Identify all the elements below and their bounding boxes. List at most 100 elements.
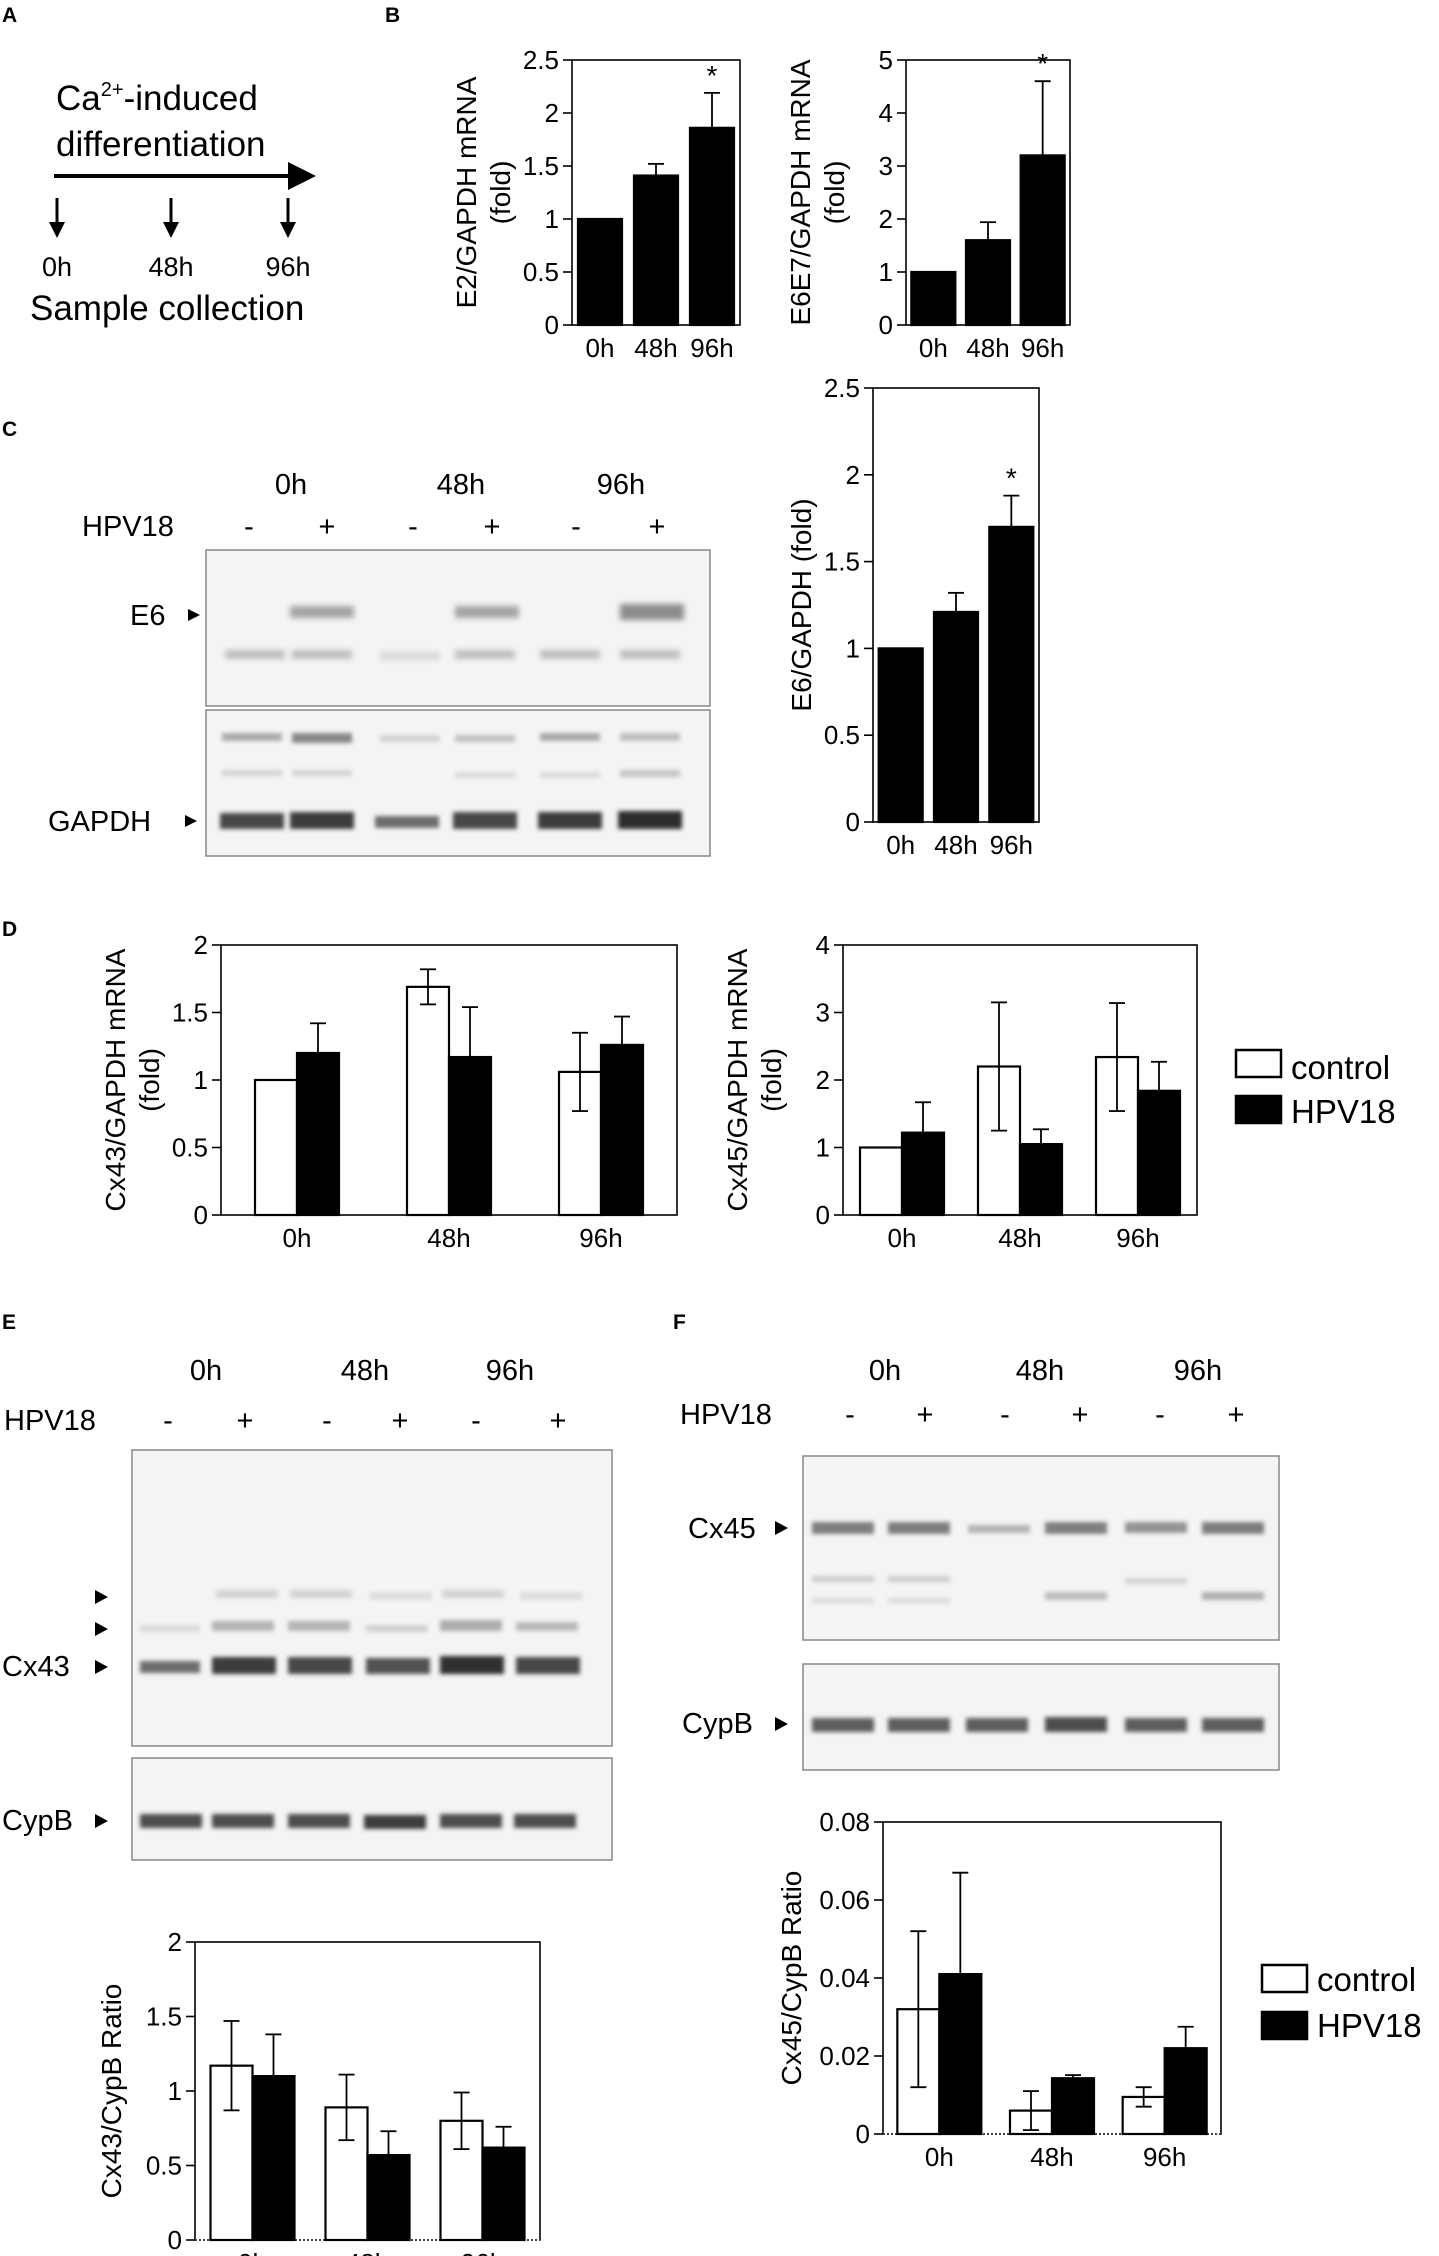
e6-bands [225, 604, 684, 660]
y-tick-label: 0.08 [819, 1807, 870, 1837]
blot-sign: - [1000, 1399, 1010, 1431]
blot-time-label: 0h [275, 469, 307, 501]
blot-time-label: 0h [869, 1355, 901, 1387]
band-arrow-icon [95, 1814, 108, 1828]
x-tick-label: 0h [888, 1223, 917, 1253]
band-label-cypb: CypB [682, 1708, 753, 1740]
band-label-cypb: CypB [2, 1805, 73, 1837]
blot-sign: + [550, 1405, 567, 1437]
schematic-title-line2: differentiation [56, 125, 266, 164]
band-arrow-icon [775, 1521, 788, 1535]
y-tick-label: 2 [879, 204, 893, 234]
y-tick-label: 3 [879, 151, 893, 181]
blot-sign: - [845, 1399, 855, 1431]
x-tick-label: 48h [427, 1223, 470, 1253]
blot-time-label: 96h [597, 469, 645, 501]
chart-cx43-mrna: 0 0.5 1 1.5 2 Cx43/GAPDH mRNA (fold) 0h 48h 96h [100, 930, 678, 1253]
y-tick-label: 0 [879, 310, 893, 340]
y-tick-label: 1 [846, 633, 860, 663]
x-tick-label: 0h [925, 2142, 954, 2172]
blot-sign: + [319, 511, 336, 543]
y-tick-label: 1 [816, 1133, 830, 1163]
x-tick-label: 0h [283, 1223, 312, 1253]
band-label-cx45: Cx45 [688, 1513, 756, 1545]
y-tick-label: 1 [879, 257, 893, 287]
y-tick-label: 4 [816, 930, 830, 960]
blot-time-label: 48h [341, 1355, 389, 1387]
blot-membrane-gapdh [205, 709, 711, 857]
bar [1050, 2077, 1096, 2136]
blot-sign: + [1228, 1399, 1245, 1431]
y-tick-label: 0.02 [819, 2041, 870, 2071]
x-tick-label: 48h [966, 333, 1009, 363]
y-axis-label: E2/GAPDH mRNA [451, 76, 482, 308]
blot-sign: - [571, 511, 581, 543]
x-tick-label: 96h [1021, 333, 1064, 363]
blot-membrane-cypb [131, 1757, 613, 1861]
x-tick-label: 0h [586, 333, 615, 363]
band-arrow-icon [95, 1622, 108, 1636]
band-arrow-icon [185, 815, 197, 827]
down-arrow-icon [163, 222, 179, 238]
chart-e2-mrna: 0 0.5 1 1.5 2 2.5 E2/GAPDH mRNA (fold) 0h 48h * 96h [451, 45, 741, 363]
y-axis-label: Cx43/CypB Ratio [96, 1984, 127, 2199]
cypb-bands [140, 1814, 576, 1829]
panel-letter-e: E [2, 1311, 16, 1334]
down-arrow-icon [49, 222, 65, 238]
blot-f: 0h 48h 96h HPV18 - + - + - + Cx45 [680, 1355, 1280, 1771]
bar [253, 1078, 299, 1217]
legend-label: control [1291, 1049, 1390, 1086]
cx45-bands [812, 1522, 1264, 1603]
schematic-title-line1: Ca2+-induced [56, 79, 258, 118]
x-tick-label: 96h [1116, 1223, 1159, 1253]
blot-hpv18-label: HPV18 [82, 511, 174, 543]
y-tick-label: 0 [194, 1200, 208, 1230]
x-tick-label: 48h [998, 1223, 1041, 1253]
blot-hpv18-label: HPV18 [680, 1399, 772, 1431]
y-tick-label: 1 [545, 204, 559, 234]
y-tick-label: 0 [856, 2119, 870, 2149]
y-tick-label: 1 [168, 2076, 182, 2106]
blot-sign: - [471, 1405, 481, 1437]
y-tick-label: 5 [879, 45, 893, 75]
x-tick-label: 96h [1143, 2142, 1186, 2172]
panel-letter-a: A [2, 4, 17, 27]
band-arrow-icon [95, 1660, 108, 1674]
significance-marker: * [1006, 463, 1017, 494]
y-tick-label: 0.5 [172, 1133, 208, 1163]
bar [481, 2146, 526, 2242]
y-tick-label: 0 [846, 807, 860, 837]
blot-sign: + [392, 1405, 409, 1437]
bar [858, 1146, 904, 1217]
blot-time-label: 96h [1174, 1355, 1222, 1387]
significance-marker: * [707, 60, 718, 91]
y-axis-label: E6/GAPDH (fold) [786, 498, 817, 711]
y-axis-label: Cx45/GAPDH mRNA [722, 948, 753, 1211]
band-arrow-icon [95, 1590, 108, 1604]
chart-cx45-cypb-ratio: 0 0.02 0.04 0.06 0.08 Cx45/CypB Ratio 0h 48h 96h [776, 1807, 1222, 2172]
y-axis-label: (fold) [485, 161, 516, 225]
down-arrow-icon [280, 222, 296, 238]
timepoint-label: 0h [42, 252, 72, 282]
y-tick-label: 0.5 [146, 2151, 182, 2181]
blot-sign: - [163, 1405, 173, 1437]
x-tick-label: 96h [990, 830, 1033, 860]
blot-time-label: 0h [190, 1355, 222, 1387]
blot-sign: - [322, 1405, 332, 1437]
blot-sign: - [244, 511, 254, 543]
band-arrow-icon [188, 609, 200, 621]
y-tick-label: 1 [194, 1065, 208, 1095]
panel-a-schematic: Ca2+-induced differentiation 0h 48h 96h … [30, 79, 316, 328]
chart-cx45-mrna: 0 1 2 3 4 Cx45/GAPDH mRNA (fold) 0h 48h 96h [722, 930, 1198, 1253]
y-tick-label: 1.5 [146, 2002, 182, 2032]
blot-time-label: 48h [437, 469, 485, 501]
blot-sign: + [484, 511, 501, 543]
band-label-gapdh: GAPDH [48, 806, 151, 838]
legend-swatch-hpv18 [1234, 1094, 1283, 1125]
y-tick-label: 1.5 [172, 998, 208, 1028]
y-axis-label: (fold) [134, 1048, 165, 1112]
y-tick-label: 2 [846, 460, 860, 490]
x-tick-label: 0h [238, 2248, 267, 2256]
timepoint-arrows [49, 198, 296, 238]
y-tick-label: 0 [168, 2225, 182, 2255]
